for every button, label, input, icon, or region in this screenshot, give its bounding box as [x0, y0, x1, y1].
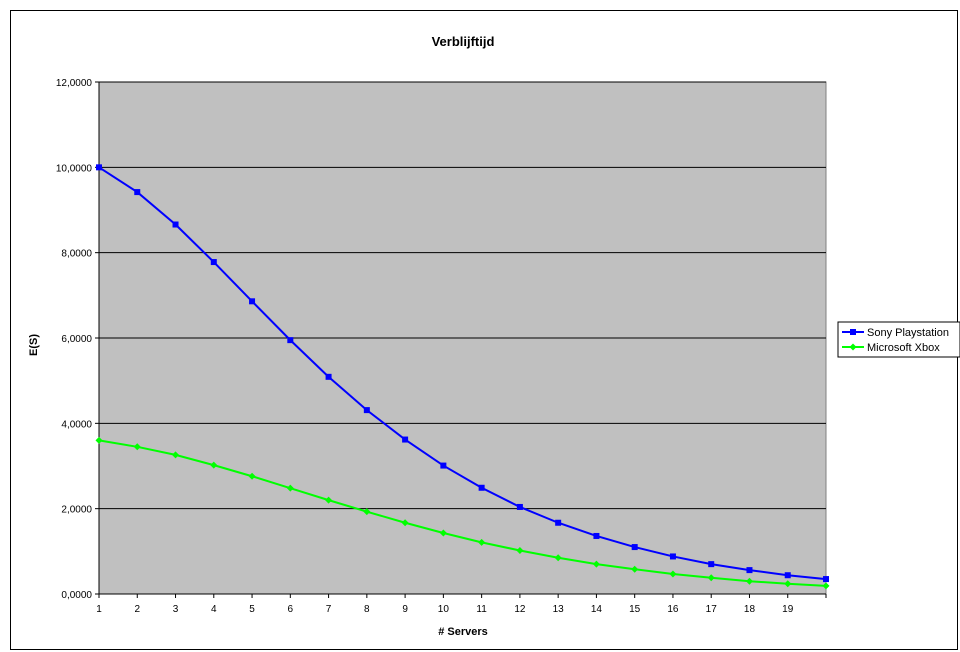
x-tick-label: 5: [249, 604, 255, 615]
x-tick-label: 10: [438, 604, 450, 615]
data-point: [287, 337, 294, 344]
data-point: [631, 544, 638, 551]
y-tick-label: 8,0000: [61, 249, 92, 260]
data-point: [172, 451, 180, 459]
data-point: [401, 519, 409, 527]
data-point: [286, 484, 294, 492]
data-point: [554, 554, 562, 562]
data-point: [439, 529, 447, 537]
legend-item: Microsoft Xbox: [842, 342, 940, 354]
data-point: [822, 582, 830, 590]
data-point: [516, 503, 523, 510]
data-point: [96, 164, 102, 171]
data-point: [707, 574, 715, 582]
data-point: [784, 580, 792, 588]
x-tick-label: 4: [211, 604, 217, 615]
series-line: [98, 439, 827, 587]
x-tick-label: 12: [514, 604, 526, 615]
series-line: [98, 166, 827, 581]
y-tick-label: 10,0000: [56, 163, 93, 174]
data-point: [210, 461, 218, 469]
legend-item: Sony Playstation: [842, 327, 949, 339]
data-point: [669, 553, 676, 560]
x-tick-label: 16: [667, 604, 679, 615]
data-point: [823, 576, 829, 583]
y-tick-label: 12,0000: [56, 78, 93, 89]
data-point: [248, 472, 256, 480]
x-axis-title: # Servers: [438, 626, 488, 638]
data-point: [134, 189, 141, 196]
data-point: [363, 508, 371, 516]
x-tick-label: 3: [173, 604, 179, 615]
y-tick-label: 0,0000: [61, 590, 92, 601]
legend-marker: [850, 329, 856, 335]
x-tick-label: 11: [476, 604, 487, 615]
data-point: [363, 407, 370, 414]
x-tick-label: 2: [134, 604, 140, 615]
series-0: [96, 164, 829, 583]
series-1: [95, 436, 830, 590]
y-axis-title: E(S): [28, 334, 40, 356]
x-tick-label: 19: [782, 604, 794, 615]
data-point: [669, 570, 677, 578]
data-point: [592, 560, 600, 568]
data-point: [745, 577, 753, 585]
data-point: [478, 484, 485, 491]
x-tick-label: 17: [706, 604, 718, 615]
data-point: [631, 565, 639, 573]
y-tick-label: 2,0000: [61, 505, 92, 516]
data-point: [95, 436, 103, 444]
data-point: [784, 572, 791, 579]
x-tick-label: 1: [96, 604, 102, 615]
chart-title: Verblijftijd: [432, 34, 495, 49]
x-tick-label: 13: [553, 604, 565, 615]
data-point: [325, 373, 332, 380]
x-tick-label: 14: [591, 604, 603, 615]
legend: Sony Playstation Microsoft Xbox: [837, 321, 960, 358]
y-tick-label: 6,0000: [61, 334, 92, 345]
x-tick-label: 9: [402, 604, 408, 615]
legend-box: [837, 321, 960, 358]
series-layer: [95, 164, 830, 590]
data-point: [133, 443, 141, 451]
gridlines: [99, 81, 826, 510]
data-point: [440, 462, 447, 469]
data-point: [210, 259, 217, 266]
data-point: [478, 538, 486, 546]
data-point: [325, 496, 333, 504]
data-point: [249, 298, 256, 305]
x-tick-label: 18: [744, 604, 756, 615]
data-point: [555, 519, 562, 526]
y-axis-ticks: 0,0000 2,0000 4,0000 6,0000 8,0000 10,0000 12,…: [56, 78, 99, 601]
x-tick-label: 8: [364, 604, 370, 615]
x-tick-label: 15: [629, 604, 641, 615]
data-point: [746, 567, 753, 574]
x-axis-ticks: 1 2 3 4 5 6 7 8 9 10 11 12 13 14 15 16 17 18 19: [96, 594, 827, 615]
legend-label: Sony Playstation: [867, 327, 949, 339]
x-tick-label: 7: [326, 604, 332, 615]
data-point: [708, 561, 715, 568]
legend-marker: [849, 343, 857, 351]
data-point: [593, 532, 600, 539]
data-point: [402, 436, 409, 443]
x-tick-label: 6: [288, 604, 294, 615]
data-point: [516, 546, 524, 554]
legend-label: Microsoft Xbox: [867, 342, 940, 354]
y-tick-label: 4,0000: [61, 419, 92, 430]
data-point: [172, 221, 179, 228]
